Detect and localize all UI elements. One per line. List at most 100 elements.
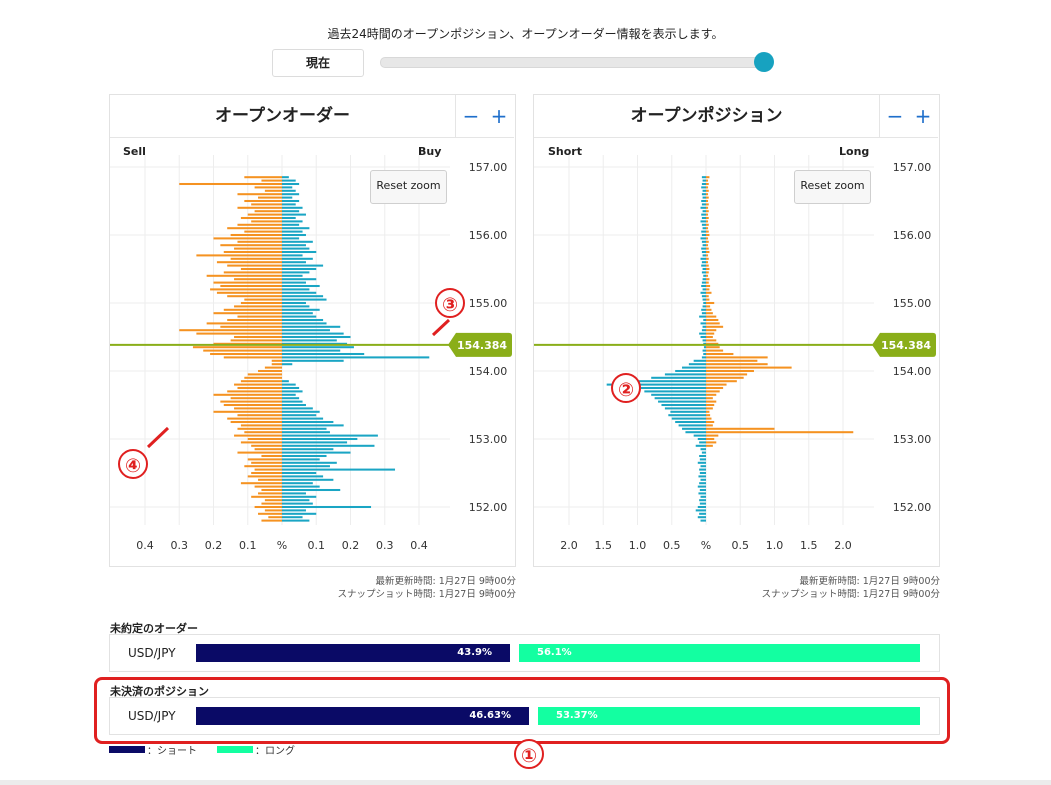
short-bar bbox=[703, 301, 706, 305]
long-bar bbox=[706, 210, 709, 213]
buy-bar bbox=[282, 383, 296, 386]
buy-bar bbox=[282, 441, 348, 444]
sell-bar bbox=[220, 325, 282, 328]
sell-bar bbox=[244, 176, 282, 179]
short-bar bbox=[702, 227, 706, 230]
positions-snapshot-time: スナップショット時間: 1月27日 9時00分 bbox=[761, 589, 940, 600]
long-bar bbox=[706, 420, 715, 424]
sell-bar bbox=[244, 465, 282, 468]
short-bar bbox=[654, 397, 706, 400]
sell-bar bbox=[234, 278, 282, 281]
x-tick-label: 0.1 bbox=[239, 539, 257, 552]
positions-reset-zoom-button[interactable]: Reset zoom bbox=[794, 170, 871, 204]
sell-bar bbox=[251, 220, 282, 223]
y-tick-label: 157.00 bbox=[469, 161, 508, 174]
y-tick-label: 156.00 bbox=[469, 229, 508, 242]
sell-bar bbox=[227, 390, 282, 393]
now-button[interactable]: 現在 bbox=[272, 49, 364, 77]
long-bar bbox=[706, 380, 737, 383]
sell-bar bbox=[213, 342, 282, 345]
sell-bar bbox=[203, 349, 282, 352]
short-bar bbox=[701, 295, 706, 298]
long-bar bbox=[706, 274, 709, 277]
long-bar bbox=[706, 441, 717, 444]
buy-bar bbox=[282, 257, 313, 260]
short-bar bbox=[701, 240, 706, 243]
buy-bar bbox=[282, 363, 293, 366]
x-tick-label: 0.2 bbox=[205, 539, 223, 552]
sell-bar bbox=[213, 312, 282, 315]
long-bar bbox=[706, 295, 709, 298]
long-bar bbox=[706, 250, 710, 254]
long-bar bbox=[706, 397, 713, 400]
sell-bar bbox=[261, 519, 282, 522]
short-bar bbox=[699, 454, 706, 458]
sell-bar bbox=[258, 196, 282, 199]
buy-bar bbox=[282, 308, 320, 311]
long-bar bbox=[706, 281, 709, 284]
positions-zoom-out-button[interactable]: − bbox=[886, 104, 904, 128]
positions-zoom-in-button[interactable]: + bbox=[914, 104, 932, 128]
sell-bar bbox=[261, 488, 282, 492]
short-bar bbox=[700, 465, 706, 468]
short-bar bbox=[700, 237, 706, 240]
time-slider-track[interactable] bbox=[380, 57, 766, 68]
buy-bar bbox=[282, 397, 300, 400]
sell-bar bbox=[230, 339, 282, 342]
short-bar bbox=[701, 284, 706, 288]
orders-reset-zoom-button[interactable]: Reset zoom bbox=[370, 170, 447, 204]
buy-bar bbox=[282, 485, 320, 488]
buy-bar bbox=[282, 288, 310, 291]
open-positions-panel bbox=[533, 94, 940, 567]
short-bar bbox=[695, 509, 706, 512]
sell-bar bbox=[271, 363, 282, 366]
short-bar bbox=[682, 366, 706, 369]
short-bar bbox=[699, 488, 706, 492]
sell-bar bbox=[258, 492, 282, 495]
time-slider-handle[interactable] bbox=[754, 52, 774, 72]
x-tick-label: 0.3 bbox=[171, 539, 189, 552]
orders-zoom-in-button[interactable]: + bbox=[490, 104, 508, 128]
short-bar bbox=[675, 369, 706, 373]
buy-bar bbox=[282, 502, 313, 505]
short-bar bbox=[697, 485, 706, 488]
sell-bar bbox=[230, 397, 282, 400]
buy-bar bbox=[282, 176, 289, 179]
long-bar bbox=[706, 318, 719, 322]
buy-bar bbox=[282, 465, 330, 468]
sell-bar bbox=[237, 206, 282, 209]
sell-bar bbox=[237, 414, 282, 417]
long-bar bbox=[706, 301, 715, 305]
long-bar bbox=[706, 196, 709, 199]
panel-divider bbox=[110, 137, 514, 138]
short-bar bbox=[701, 247, 706, 250]
long-bar bbox=[706, 322, 720, 325]
sell-bar bbox=[244, 298, 282, 301]
buy-bar bbox=[282, 182, 300, 186]
x-tick-label: % bbox=[701, 539, 711, 552]
short-bar bbox=[701, 186, 706, 189]
sell-bar bbox=[258, 369, 282, 373]
long-bar bbox=[706, 325, 724, 328]
long-bar bbox=[706, 346, 720, 349]
short-bar bbox=[693, 434, 706, 437]
long-bar bbox=[706, 206, 709, 209]
buy-bar bbox=[282, 216, 296, 220]
short-bar bbox=[699, 482, 706, 485]
long-bar bbox=[706, 332, 715, 335]
sell-bar bbox=[254, 468, 282, 471]
buy-bar bbox=[282, 298, 327, 301]
orders-zoom-out-button[interactable]: − bbox=[462, 104, 480, 128]
short-bar bbox=[699, 458, 706, 461]
buy-bar bbox=[282, 346, 354, 349]
long-bar bbox=[706, 230, 709, 233]
short-bar bbox=[699, 471, 706, 475]
buy-bar bbox=[282, 417, 324, 420]
sell-bar bbox=[179, 329, 282, 332]
sell-bar bbox=[240, 441, 282, 444]
long-bar bbox=[706, 182, 709, 186]
buy-bar bbox=[282, 356, 430, 359]
sell-bar bbox=[237, 193, 282, 196]
sell-bar bbox=[264, 509, 282, 512]
long-bar bbox=[706, 216, 709, 220]
